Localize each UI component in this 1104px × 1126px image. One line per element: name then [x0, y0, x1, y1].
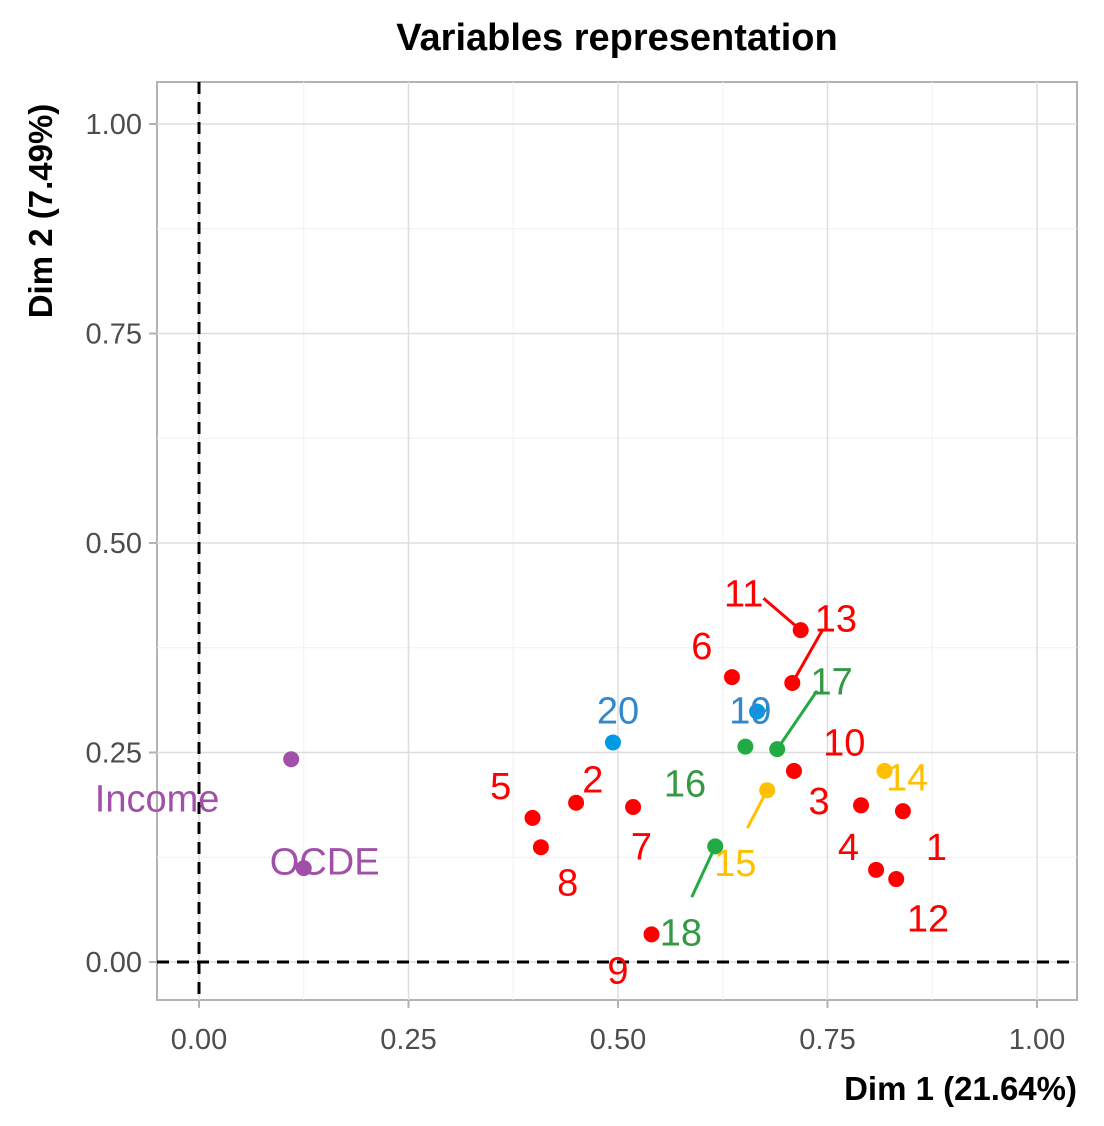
data-point — [604, 734, 621, 751]
data-point — [749, 703, 766, 720]
data-point — [295, 860, 312, 877]
data-point — [707, 838, 724, 855]
data-point — [868, 861, 885, 878]
point-label: 12 — [907, 898, 949, 940]
data-point — [759, 782, 776, 799]
x-tick-label: 0.50 — [590, 1024, 646, 1056]
point-label: 5 — [490, 766, 511, 808]
data-point — [785, 762, 802, 779]
y-tick-label: 0.75 — [86, 319, 142, 351]
point-labels: 1234567891011121314151617181920IncomeOCD… — [95, 573, 949, 992]
point-label: 17 — [811, 661, 853, 703]
x-axis-ticks: 0.00 0.25 0.50 0.75 1.00 — [171, 1000, 1065, 1056]
point-label: 15 — [714, 843, 756, 885]
point-label: 6 — [691, 626, 712, 668]
point-label: 10 — [823, 722, 865, 764]
data-point — [888, 871, 905, 888]
data-point — [876, 762, 893, 779]
x-tick-label: 0.75 — [799, 1024, 855, 1056]
x-tick-label: 1.00 — [1009, 1024, 1065, 1056]
point-label: 20 — [597, 691, 639, 733]
point-label: 9 — [607, 950, 628, 992]
data-point — [568, 794, 585, 811]
y-axis-title: Dim 2 (7.49%) — [22, 104, 59, 319]
grid-lines — [157, 82, 1077, 1000]
data-point — [894, 803, 911, 820]
point-label: 19 — [729, 691, 771, 733]
point-label: 18 — [660, 913, 702, 955]
point-label: 13 — [815, 598, 857, 640]
point-label: 3 — [809, 781, 830, 823]
point-label: 2 — [582, 759, 603, 801]
data-point — [643, 926, 660, 943]
chart-title: Variables representation — [396, 17, 837, 59]
data-point — [792, 622, 809, 639]
data-point — [625, 798, 642, 815]
data-point — [723, 669, 740, 686]
point-label: 1 — [926, 827, 947, 869]
leader-line — [690, 845, 717, 898]
data-point — [853, 797, 870, 814]
point-label: 4 — [838, 827, 859, 869]
y-axis-ticks: 0.00 0.25 0.50 0.75 1.00 — [86, 109, 157, 979]
data-point — [524, 809, 541, 826]
data-point — [737, 738, 754, 755]
point-label: 16 — [664, 764, 706, 806]
y-tick-label: 0.50 — [86, 528, 142, 560]
point-label: 8 — [557, 862, 578, 904]
leader-line — [775, 689, 819, 750]
x-tick-label: 0.25 — [380, 1024, 436, 1056]
data-point — [769, 741, 786, 758]
x-axis-title: Dim 1 (21.64%) — [844, 1070, 1077, 1107]
x-tick-label: 0.00 — [171, 1024, 227, 1056]
reference-lines — [157, 82, 1077, 1000]
leader-line — [791, 628, 825, 684]
point-label: Income — [95, 779, 220, 821]
point-label: 11 — [724, 573, 763, 615]
y-tick-label: 0.25 — [86, 738, 142, 770]
data-point — [532, 839, 549, 856]
point-label: OCDE — [270, 841, 380, 883]
point-label: 7 — [631, 826, 652, 868]
data-point — [283, 751, 300, 768]
leader-line — [762, 597, 802, 632]
point-label: 14 — [886, 758, 928, 800]
y-tick-label: 0.00 — [86, 947, 142, 979]
data-points — [283, 622, 911, 943]
plot-panel — [156, 81, 1078, 1001]
data-point — [784, 674, 801, 691]
y-tick-label: 1.00 — [86, 109, 142, 141]
